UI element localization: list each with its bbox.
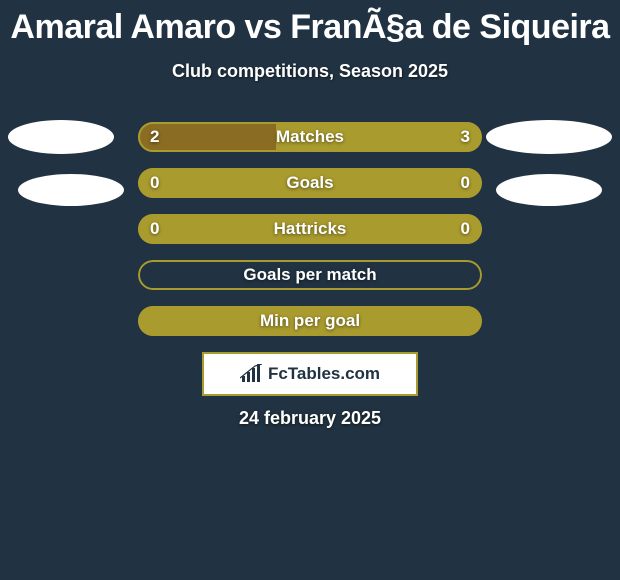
stat-label: Goals per match [243,265,376,285]
source-attribution: FcTables.com [202,352,418,396]
comparison-subtitle: Club competitions, Season 2025 [0,61,620,82]
stat-right-value: 0 [461,219,470,239]
stat-label: Goals [286,173,333,193]
stat-row: 2 Matches 3 [138,122,482,152]
player-badge-left [8,120,114,154]
stats-rows: 2 Matches 3 0 Goals 0 0 Hattricks 0 Goals per mat… [138,122,482,352]
stat-label: Matches [276,127,344,147]
stat-left-value: 0 [150,173,159,193]
update-date: 24 february 2025 [0,408,620,429]
bar-chart-icon [240,364,262,384]
player-badge-right [496,174,602,206]
player-badge-left [18,174,124,206]
stat-row: 0 Hattricks 0 [138,214,482,244]
stat-label: Min per goal [260,311,360,331]
player-badge-right [486,120,612,154]
stat-left-value: 2 [150,127,159,147]
source-text: FcTables.com [268,364,380,384]
stat-label: Hattricks [274,219,347,239]
stat-left-value: 0 [150,219,159,239]
stat-right-value: 0 [461,173,470,193]
stat-row: 0 Goals 0 [138,168,482,198]
stat-right-value: 3 [461,127,470,147]
stat-row: Goals per match [138,260,482,290]
comparison-title: Amaral Amaro vs FranÃ§a de Siqueira [0,0,620,47]
stat-row: Min per goal [138,306,482,336]
